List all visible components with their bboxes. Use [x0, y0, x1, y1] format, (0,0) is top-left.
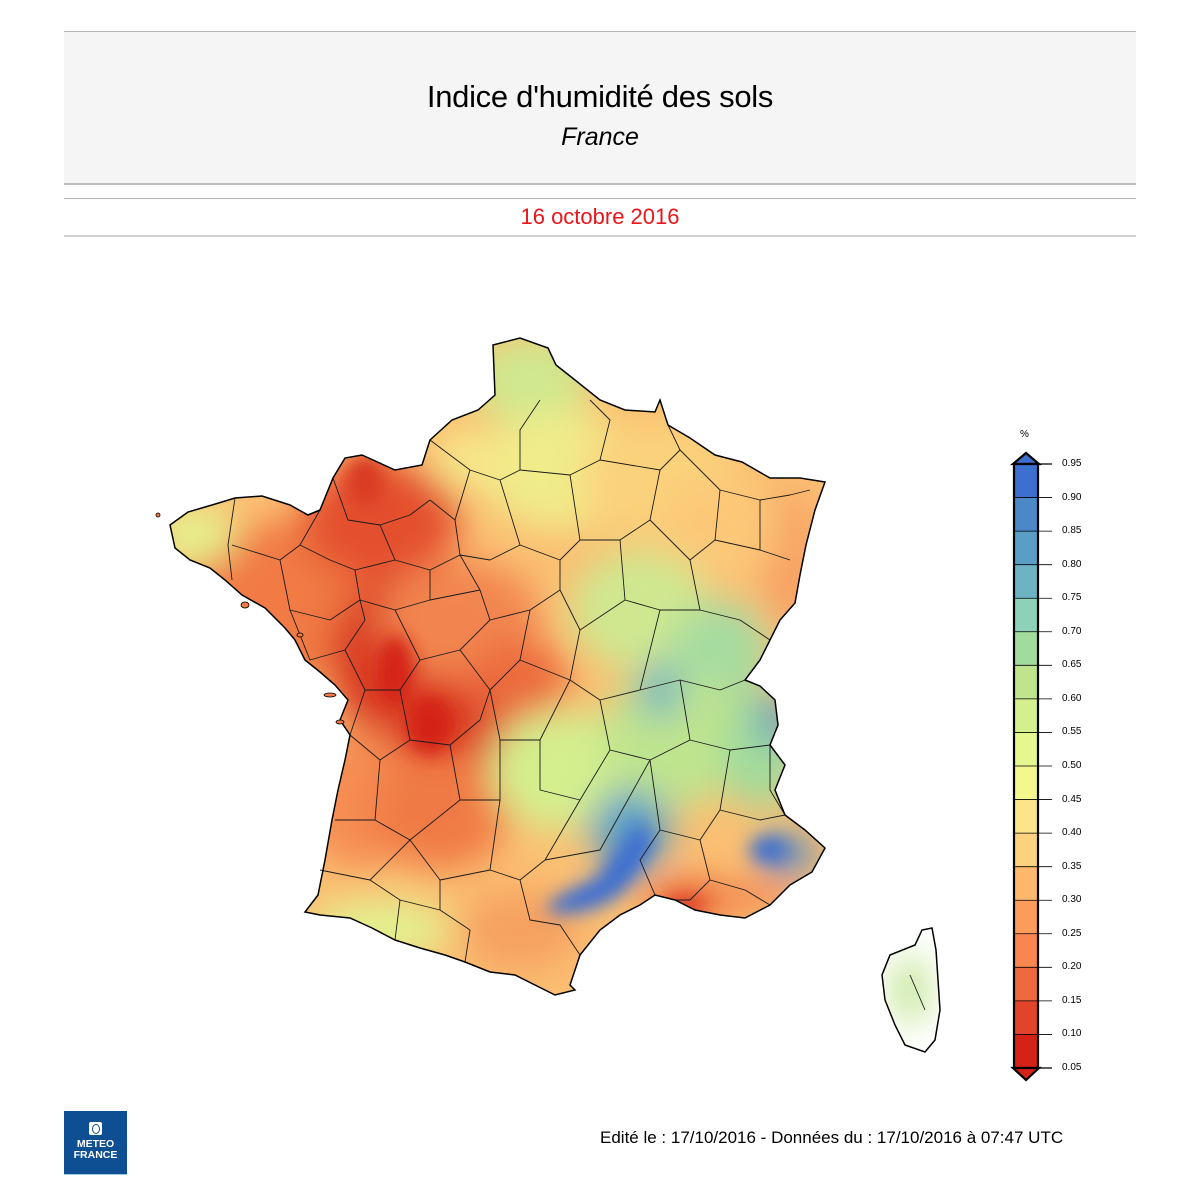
- map-subtitle: France: [561, 123, 639, 151]
- colorbar-band: [1014, 799, 1038, 834]
- colorbar-band: [1014, 665, 1038, 700]
- colorbar-tick-label: 0.60: [1062, 692, 1082, 704]
- colorbar-band: [1014, 698, 1038, 733]
- colorbar-tick-label: 0.65: [1062, 659, 1082, 671]
- colorbar-band: [1014, 1034, 1038, 1069]
- colorbar-tick-label: 0.20: [1062, 961, 1082, 973]
- header-panel: Indice d'humidité des sols France: [64, 31, 1136, 185]
- colorbar-tick-label: 0.90: [1062, 491, 1082, 503]
- edit-info: Edité le : 17/10/2016 - Données du : 17/…: [600, 1128, 1064, 1147]
- colorbar-tick-label: 0.30: [1062, 894, 1082, 906]
- colorbar-tick-label: 0.75: [1062, 592, 1082, 604]
- colorbar-band: [1014, 833, 1038, 868]
- colorbar-tick-label: 0.45: [1062, 793, 1082, 805]
- colorbar-tick-label: 0.40: [1062, 827, 1082, 839]
- map-title: Indice d'humidité des sols: [426, 79, 774, 114]
- colorbar-band: [1014, 732, 1038, 767]
- colorbar-tick-label: 0.15: [1062, 994, 1082, 1006]
- colorbar-legend: % 0.95 0.90 0.85 0.80 0.75 0.70 0.65 0.60 0.55 0.…: [1000, 425, 1110, 1085]
- colorbar-band: [1014, 598, 1038, 633]
- colorbar-band: [1014, 900, 1038, 935]
- colorbar-tick-label: 0.85: [1062, 525, 1082, 537]
- colorbar-under-arrow: [1010, 1066, 1042, 1082]
- colorbar-band: [1014, 933, 1038, 968]
- colorbar-tick-label: 0.05: [1062, 1062, 1082, 1073]
- moisture-field: [170, 338, 928, 1052]
- colorbar-band: [1014, 531, 1038, 566]
- colorbar-band: [1014, 564, 1038, 599]
- colorbar-band: [1014, 967, 1038, 1002]
- colorbar-tick-label: 0.95: [1062, 458, 1082, 469]
- colorbar-tick-label: 0.55: [1062, 726, 1082, 738]
- colorbar-ticks: [1014, 463, 1052, 1069]
- colorbar-bands: [1014, 464, 1038, 1069]
- coastal-islands: [155, 512, 345, 725]
- corsica-outline: [881, 927, 941, 1053]
- colorbar-tick-label: 0.70: [1062, 625, 1082, 637]
- meteo-france-logo: METEO FRANCE: [64, 1111, 127, 1175]
- colorbar-tick-label: 0.35: [1062, 860, 1082, 872]
- colorbar-band: [1014, 497, 1038, 532]
- colorbar-tick-label: 0.80: [1062, 558, 1082, 570]
- colorbar-band: [1014, 631, 1038, 666]
- colorbar-tick-label: 0.50: [1062, 760, 1082, 771]
- map-date: 16 octobre 2016: [520, 204, 680, 229]
- colorbar-over-arrow: [1009, 451, 1043, 466]
- department-boundaries: [227, 399, 926, 1011]
- logo-text-line1: METEO: [76, 1138, 115, 1150]
- colorbar-band: [1014, 766, 1038, 801]
- date-bar: 16 octobre 2016: [64, 198, 1136, 237]
- colorbar-band: [1014, 1000, 1038, 1035]
- colorbar-tick-label: 0.10: [1062, 1028, 1082, 1040]
- logo-text-line2: FRANCE: [73, 1149, 118, 1161]
- colorbar: [1009, 451, 1052, 1082]
- meteo-france-mark-icon: [89, 1122, 102, 1135]
- colorbar-tick-label: 0.25: [1062, 927, 1082, 939]
- colorbar-band: [1014, 866, 1038, 901]
- legend-unit: %: [1020, 429, 1029, 440]
- colorbar-band: [1014, 464, 1038, 499]
